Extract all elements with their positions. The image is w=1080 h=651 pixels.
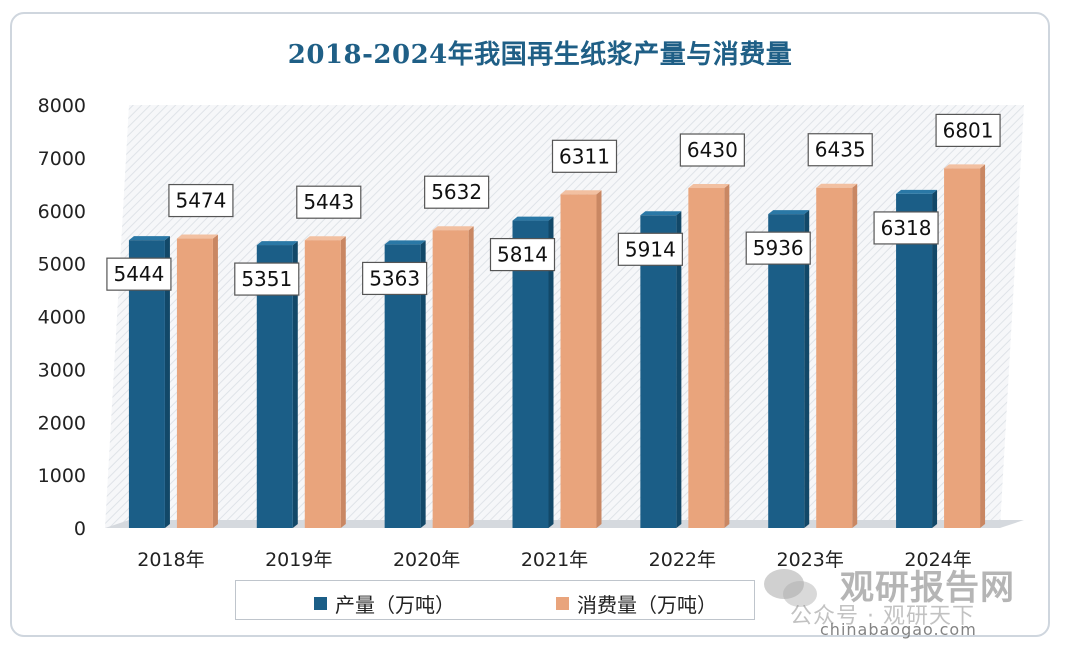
data-label-production: 5814 <box>497 243 548 267</box>
bar-top <box>560 190 602 195</box>
y-tick-label: 6000 <box>38 201 86 223</box>
data-label-box <box>424 175 490 209</box>
bar-consumption <box>304 240 341 529</box>
data-label-box <box>745 231 811 265</box>
watermark-wechat-icon <box>764 569 817 607</box>
bar-top <box>128 236 170 241</box>
bar-production <box>896 193 933 529</box>
data-label-box <box>362 261 428 296</box>
watermark-url: chinabaogao.com <box>820 620 977 639</box>
x-tick-label: 2020年 <box>393 549 460 571</box>
data-label-consumption: 5632 <box>431 180 482 204</box>
watermark-brand: 观研报告网 <box>840 568 1015 608</box>
data-label-box <box>106 257 172 291</box>
bar-side <box>468 226 474 528</box>
data-label-consumption: 5443 <box>303 190 354 214</box>
x-tick-label: 2022年 <box>649 549 716 571</box>
data-label-box <box>935 113 1001 147</box>
data-label-box <box>296 185 362 219</box>
bar-top <box>432 226 474 231</box>
bar-top <box>640 211 682 216</box>
legend-item-consumption: 消费量（万吨） <box>556 589 717 618</box>
bar-top <box>816 183 858 188</box>
legend-swatch-production <box>314 597 327 610</box>
data-label-consumption: 6801 <box>943 118 994 142</box>
legend-swatch-consumption <box>556 597 569 610</box>
bar-side <box>596 190 602 528</box>
legend-label-production: 产量（万吨） <box>335 593 455 617</box>
y-tick-label: 8000 <box>38 95 86 117</box>
legend-label-consumption: 消费量（万吨） <box>577 593 717 617</box>
bar-side <box>420 240 426 528</box>
bar-production <box>512 220 549 528</box>
bar-top <box>944 164 986 169</box>
y-tick-label: 7000 <box>38 148 86 170</box>
bar-top <box>896 189 938 194</box>
x-tick-label: 2024年 <box>904 549 971 571</box>
data-label-box <box>551 139 618 173</box>
x-tick-label: 2018年 <box>137 549 204 571</box>
data-label-production: 5351 <box>241 267 292 291</box>
bar-top <box>512 216 554 221</box>
data-label-production: 5914 <box>625 237 676 261</box>
data-label-production: 6318 <box>881 216 932 240</box>
y-tick-label: 5000 <box>38 254 86 276</box>
data-label-production: 5363 <box>369 266 420 290</box>
data-label-box <box>617 232 683 266</box>
data-label-consumption: 6435 <box>815 138 866 162</box>
chart-title: 2018-2024年我国再生纸浆产量与消费量 <box>287 40 793 70</box>
data-label-box <box>807 133 873 167</box>
x-tick-label: 2019年 <box>265 549 332 571</box>
bar-consumption <box>944 168 981 528</box>
legend: 产量（万吨） 消费量（万吨） <box>235 580 755 620</box>
bar-side <box>932 189 938 529</box>
data-label-box <box>489 237 556 272</box>
bar-side <box>852 183 858 528</box>
bar-top <box>176 234 218 239</box>
bar-top <box>256 241 298 246</box>
data-label-box <box>234 262 300 296</box>
data-label-consumption: 6430 <box>687 138 738 162</box>
data-label-box <box>168 183 234 218</box>
x-tick-label: 2021年 <box>521 549 588 571</box>
bar-top <box>384 240 426 245</box>
bar-side <box>676 211 682 529</box>
bar-side <box>724 184 730 529</box>
y-tick-label: 0 <box>74 518 86 540</box>
bar-top <box>768 210 810 215</box>
y-tick-label: 3000 <box>38 359 86 381</box>
bar-side <box>548 216 554 528</box>
data-label-production: 5444 <box>113 262 164 286</box>
bar-side <box>292 241 298 529</box>
bar-side <box>212 234 218 528</box>
bar-side <box>980 164 986 528</box>
data-label-box <box>873 211 939 245</box>
bar-production <box>768 214 805 528</box>
data-label-consumption: 6311 <box>559 144 610 168</box>
y-tick-label: 4000 <box>38 307 86 329</box>
bar-consumption <box>688 188 725 529</box>
bar-production <box>640 215 677 529</box>
bar-top <box>304 236 346 241</box>
bar-side <box>804 210 810 528</box>
data-label-consumption: 5474 <box>175 189 226 213</box>
bar-top <box>688 184 730 189</box>
watermark-sub: 公众号 · 观研天下 <box>790 604 975 629</box>
x-tick-label: 2023年 <box>777 549 844 571</box>
bar-side <box>340 236 346 529</box>
bar-side <box>164 236 170 528</box>
bar-consumption <box>560 194 597 528</box>
legend-item-production: 产量（万吨） <box>314 589 455 618</box>
bar-consumption <box>816 187 853 528</box>
y-tick-label: 1000 <box>38 465 86 487</box>
bar-consumption <box>176 238 213 528</box>
y-tick-label: 2000 <box>38 412 86 434</box>
data-label-box <box>679 133 745 167</box>
bar-consumption <box>432 230 469 528</box>
data-label-production: 5936 <box>753 236 804 260</box>
